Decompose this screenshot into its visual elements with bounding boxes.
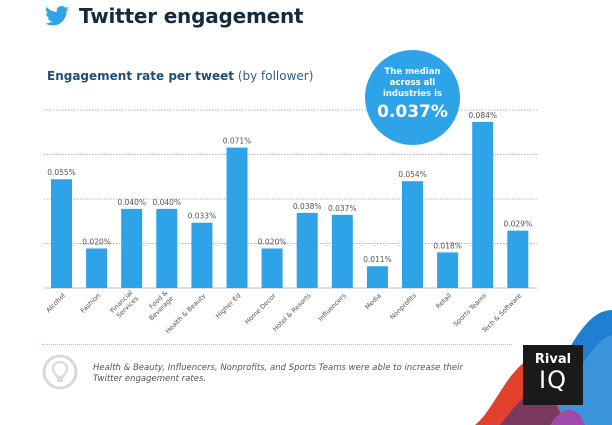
data-label: 0.037% [328, 204, 357, 213]
bar [86, 248, 108, 288]
x-tick-label: FinancialServices [108, 289, 140, 321]
x-tick-label: Hotel & Resorts [271, 291, 313, 333]
data-label: 0.038% [293, 202, 322, 211]
data-label: 0.033% [188, 212, 217, 221]
footer-divider [42, 344, 512, 345]
bar [331, 214, 353, 288]
bar [366, 266, 388, 288]
chart-subtitle: Engagement rate per tweet (by follower) [47, 69, 313, 83]
data-label: 0.040% [152, 198, 181, 207]
data-label: 0.018% [433, 241, 462, 250]
logo-line2: IQ [539, 366, 567, 394]
median-value: 0.037% [377, 102, 448, 122]
data-label: 0.054% [398, 170, 427, 179]
bar [121, 208, 143, 288]
data-label: 0.055% [47, 168, 76, 177]
median-text: The median across all industries is [382, 67, 443, 99]
bar [507, 230, 529, 288]
bar [156, 208, 178, 288]
logo-line1: Rival [534, 352, 572, 367]
x-tick-label: Alcohol [44, 292, 67, 315]
data-label: 0.020% [258, 237, 287, 246]
bar [261, 248, 283, 288]
subtitle-bold: Engagement rate per tweet [47, 69, 234, 83]
bar [191, 222, 213, 288]
x-tick-label: Retail [434, 292, 453, 311]
footer-note: Health & Beauty, Influencers, Nonprofits… [93, 363, 463, 384]
rival-iq-logo: Rival IQ [523, 345, 583, 405]
bar [437, 252, 459, 288]
bar [226, 147, 248, 288]
x-tick-label: Food &Beverage [142, 289, 175, 322]
data-label: 0.071% [223, 137, 252, 146]
bar [402, 181, 423, 288]
bar [296, 212, 318, 288]
bar [51, 179, 72, 288]
subtitle-light: (by follower) [237, 69, 314, 83]
lightbulb-icon [42, 354, 78, 390]
bar-chart: 0.055% Alcohol 0.020% Fashion 0.040% Financia… [44, 109, 537, 335]
bar [472, 121, 494, 288]
data-label: 0.011% [363, 255, 392, 264]
twitter-bird-icon [45, 6, 69, 26]
median-callout: The median across all industries is 0.03… [365, 50, 460, 145]
x-tick-label: Fashion [79, 292, 102, 315]
x-tick-label: Influencers [317, 291, 349, 323]
x-tick-label: Home Decor [243, 292, 278, 327]
header: Twitter engagement [45, 4, 304, 28]
data-label: 0.040% [117, 198, 146, 207]
x-tick-label: Media [363, 292, 382, 311]
x-tick-label: Nonprofits [388, 291, 418, 321]
data-label: 0.029% [503, 220, 532, 229]
page-title: Twitter engagement [79, 4, 304, 28]
data-label: 0.084% [468, 111, 497, 120]
x-tick-label: Higher Ed [214, 292, 242, 320]
data-label: 0.020% [82, 237, 111, 246]
